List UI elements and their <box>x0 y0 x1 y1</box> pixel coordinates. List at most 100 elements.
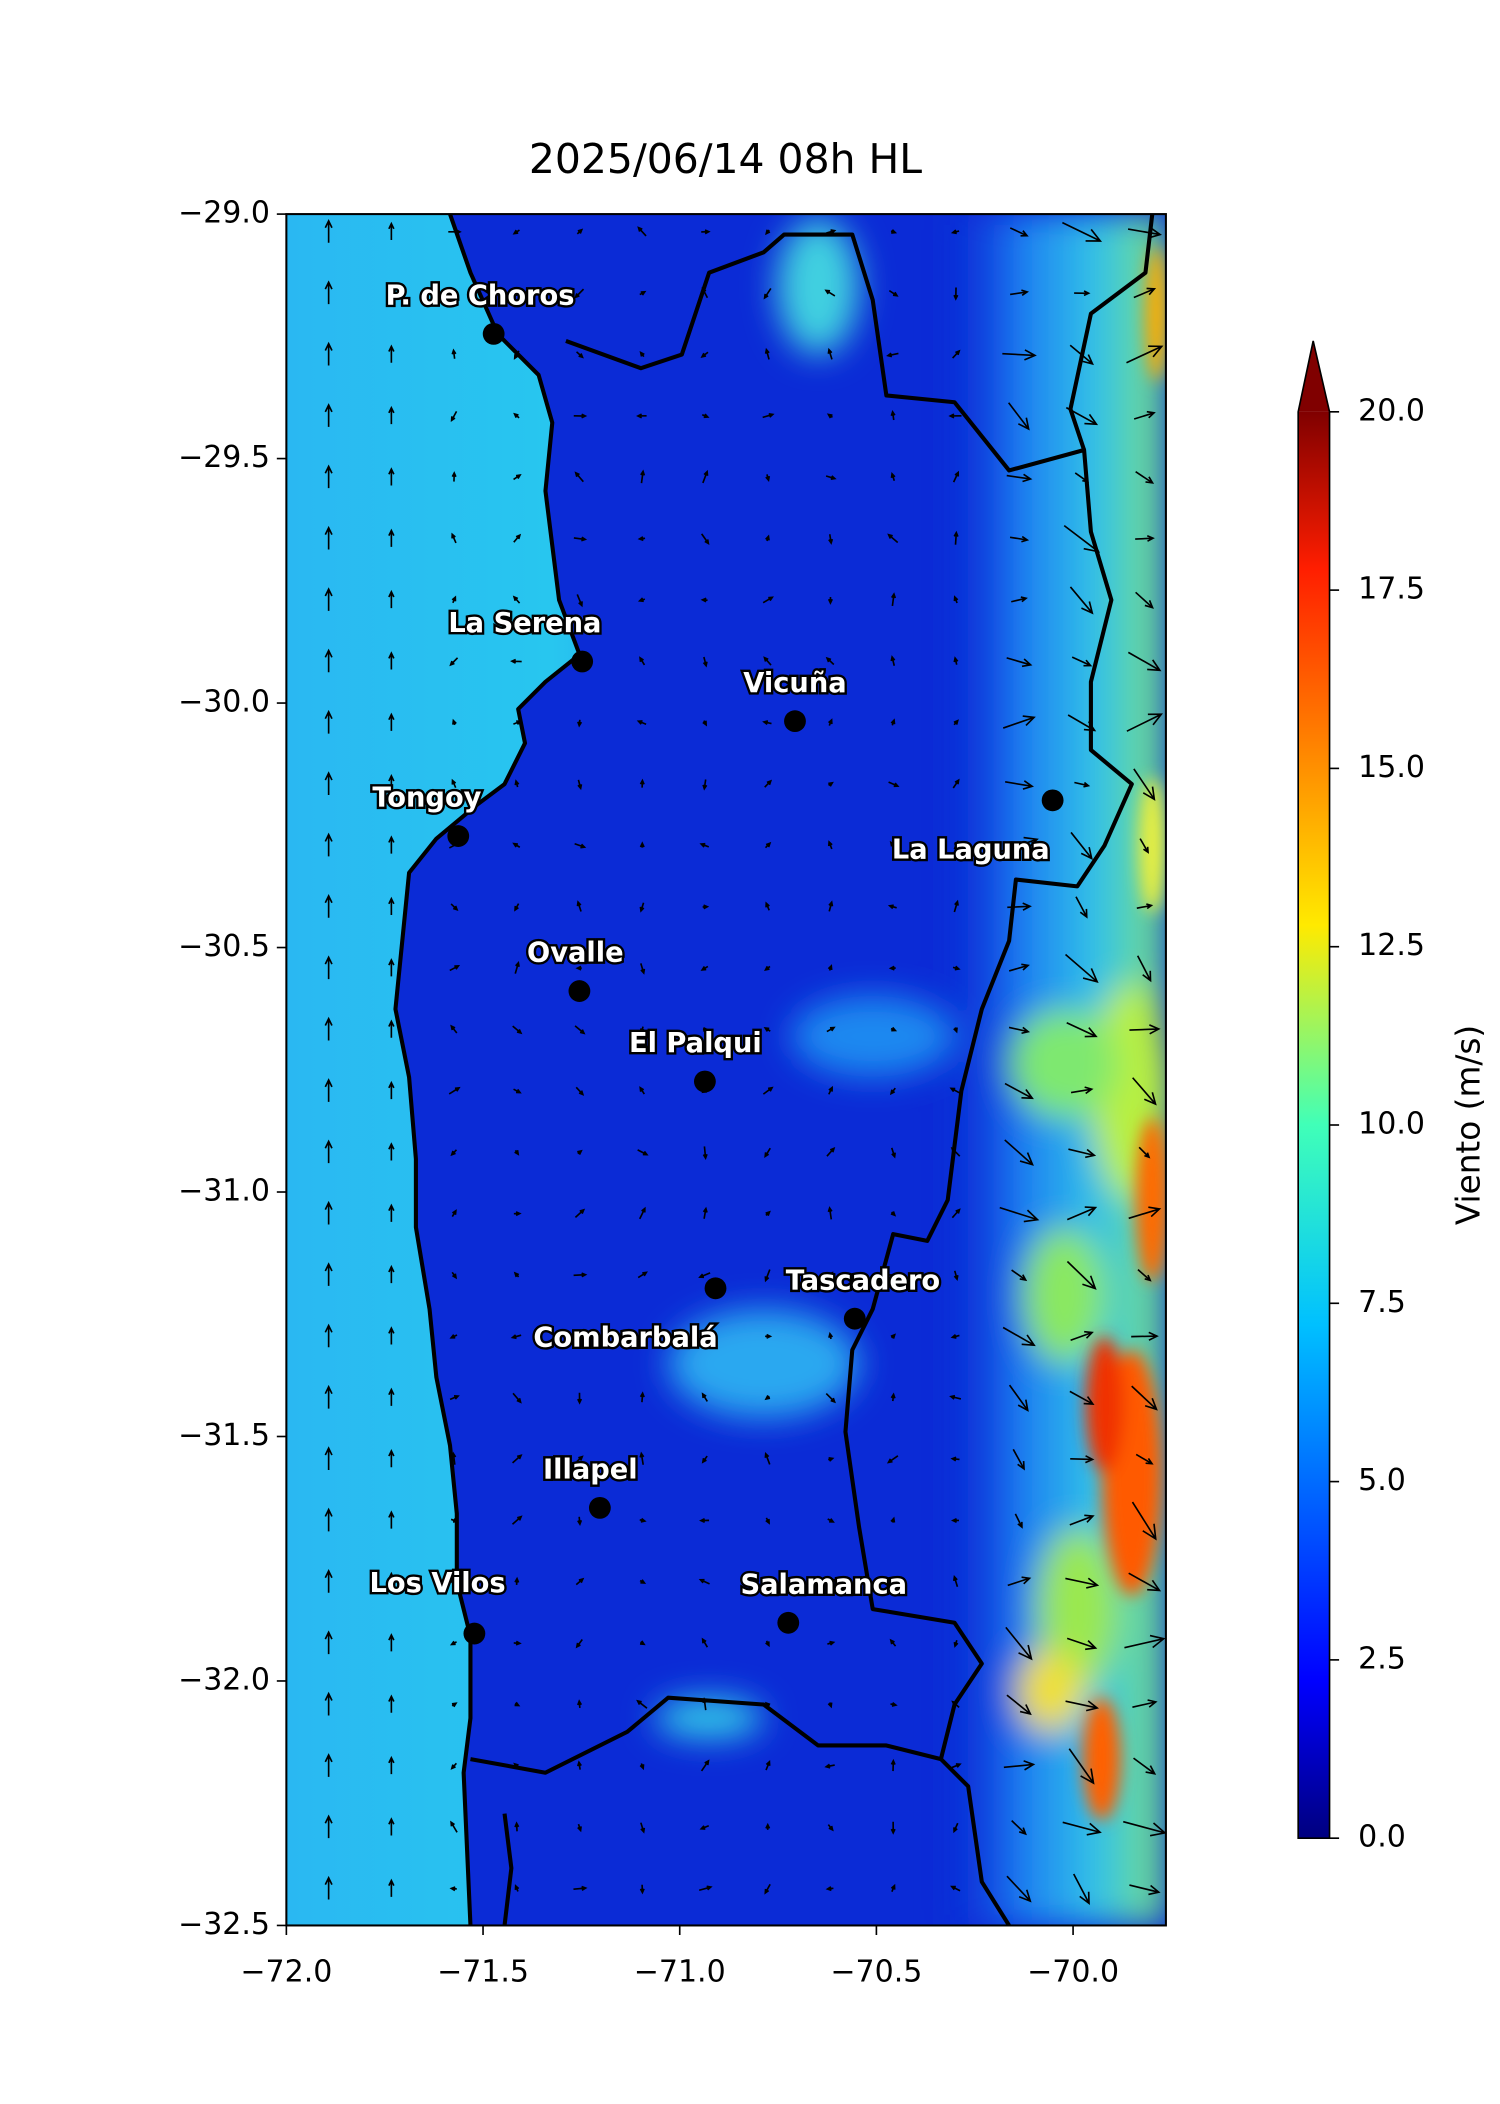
wind-arrow <box>637 597 646 603</box>
wind-arrow <box>763 288 772 300</box>
wind-arrow <box>1124 1634 1166 1649</box>
wind-arrow <box>952 349 961 359</box>
x-tick-label: −72.0 <box>240 1955 332 1990</box>
wind-arrow <box>762 720 772 726</box>
wind-arrow <box>887 533 899 544</box>
city-dot <box>1041 789 1064 812</box>
wind-arrow <box>828 1085 833 1095</box>
city-dot <box>571 650 594 673</box>
wind-arrow <box>890 1821 896 1835</box>
wind-arrow <box>698 1272 711 1279</box>
wind-arrow <box>452 718 457 726</box>
wind-arrow <box>765 901 770 911</box>
city-dot <box>784 710 806 733</box>
city-label: La Serena <box>448 608 601 639</box>
wind-arrow <box>324 1139 333 1164</box>
wind-arrow <box>639 1517 647 1523</box>
wind-arrow <box>510 1334 522 1340</box>
wind-arrow <box>1066 1260 1097 1290</box>
wind-arrow <box>324 648 333 673</box>
wind-arrow <box>890 718 896 726</box>
wind-arrow <box>1070 1086 1094 1095</box>
wind-arrow <box>388 712 395 731</box>
y-tick-label: −32.0 <box>178 1662 270 1697</box>
wind-arrow <box>575 1639 583 1649</box>
wind-arrow <box>890 592 897 607</box>
wind-arrow <box>824 1578 838 1585</box>
wind-arrow <box>827 840 833 850</box>
wind-arrow <box>952 470 960 483</box>
wind-arrow <box>1004 1082 1034 1100</box>
wind-arrow <box>1133 287 1157 299</box>
wind-arrow <box>949 1394 962 1400</box>
city-dot <box>482 322 505 345</box>
wind-arrow <box>765 1760 771 1771</box>
region-border <box>565 232 1134 1926</box>
wind-arrow <box>701 413 710 419</box>
wind-arrow <box>324 403 333 427</box>
wind-arrow <box>388 835 395 854</box>
wind-arrow <box>701 1455 708 1464</box>
wind-arrow <box>765 229 771 236</box>
wind-arrow <box>950 1885 961 1892</box>
wind-arrow <box>574 288 585 299</box>
wind-arrow <box>951 1763 962 1769</box>
wind-arrow <box>762 412 775 419</box>
wind-arrow <box>825 1886 834 1892</box>
city-dot <box>568 980 591 1002</box>
cities: P. de Choros La Serena Vicuña Tongoy La Lagu… <box>367 278 1064 1645</box>
wind-arrow <box>324 1384 333 1409</box>
y-tick-label: −30.5 <box>178 929 270 964</box>
wind-arrow <box>511 1515 523 1525</box>
wind-arrow <box>639 1884 645 1895</box>
wind-arrow <box>890 1701 898 1707</box>
wind-arrow <box>825 656 835 666</box>
wind-arrow <box>450 1149 458 1157</box>
wind-arrow <box>886 1455 899 1464</box>
wind-arrow <box>828 1331 834 1340</box>
wind-arrow <box>324 280 333 305</box>
wind-arrow <box>451 778 457 789</box>
wind-arrow <box>1005 780 1034 790</box>
east-border <box>1068 214 1155 451</box>
wind-arrow <box>1133 768 1156 801</box>
wind-arrow <box>1008 1384 1029 1412</box>
wind-arrow <box>324 1814 333 1839</box>
wind-arrow <box>388 1264 395 1284</box>
wind-arrow <box>636 720 647 726</box>
wind-arrow <box>638 1206 646 1220</box>
wind-arrow <box>953 719 959 726</box>
wind-arrow <box>574 1208 586 1218</box>
wind-arrow <box>953 1270 959 1282</box>
wind-arrow <box>763 1026 771 1032</box>
wind-arrow <box>827 597 833 605</box>
wind-arrow <box>1069 1514 1095 1526</box>
wind-arrow <box>765 1640 770 1648</box>
wind-arrow <box>1135 591 1154 609</box>
wind-arrow <box>828 1271 834 1278</box>
colorbar-tick-label: 12.5 <box>1358 928 1425 963</box>
wind-arrow <box>388 1326 395 1345</box>
wind-arrow <box>639 656 646 666</box>
wind-arrow <box>449 657 459 667</box>
wind-arrow <box>1069 586 1094 615</box>
wind-arrow <box>1135 1453 1154 1465</box>
wind-arrow <box>1131 1331 1159 1341</box>
wind-arrow <box>576 351 584 359</box>
wind-arrow <box>324 1753 333 1777</box>
wind-arrow <box>950 229 960 235</box>
wind-arrow <box>764 347 770 360</box>
wind-arrow <box>1011 1269 1028 1282</box>
wind-arrow <box>1139 838 1149 854</box>
wind-arrow <box>702 656 708 668</box>
wind-arrow <box>1071 656 1093 667</box>
wind-arrow <box>388 344 395 363</box>
wind-arrow <box>762 1086 774 1095</box>
wind-arrow <box>577 1823 582 1833</box>
wind-arrow <box>1127 227 1162 239</box>
wind-arrow <box>514 779 520 788</box>
city-dot <box>693 1070 716 1093</box>
city-label: Salamanca <box>740 1569 907 1600</box>
wind-arrow <box>1069 1390 1095 1405</box>
